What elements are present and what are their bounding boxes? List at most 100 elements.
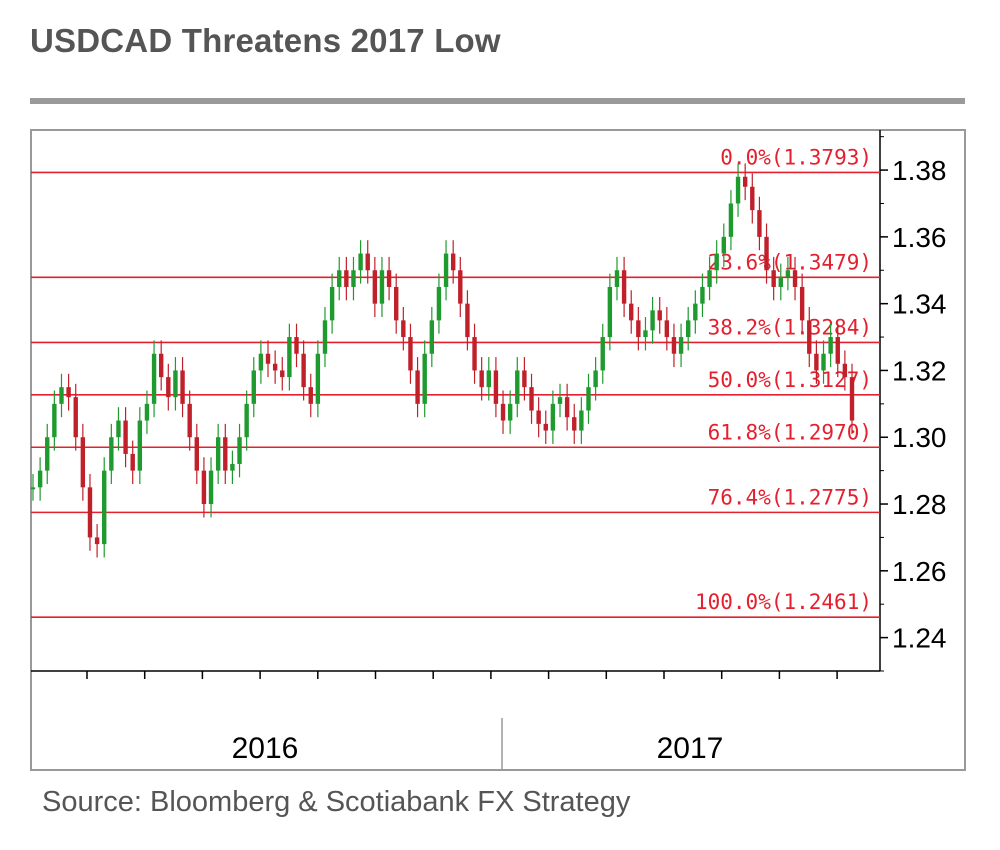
candle-body bbox=[173, 370, 178, 398]
candle-body bbox=[643, 330, 648, 338]
candle-body bbox=[507, 403, 513, 421]
candle-body bbox=[486, 370, 491, 388]
title-divider bbox=[30, 98, 965, 104]
candle-body bbox=[707, 270, 712, 287]
candle-body bbox=[750, 186, 755, 211]
candle-body bbox=[479, 370, 484, 388]
candle-body bbox=[742, 176, 748, 187]
candle-body bbox=[59, 387, 64, 404]
candle-body bbox=[287, 337, 292, 378]
year-label-2016: 2016 bbox=[232, 732, 299, 765]
candle-body bbox=[358, 253, 363, 271]
candle-body bbox=[579, 410, 584, 431]
candle-body bbox=[600, 337, 605, 371]
candle-body bbox=[671, 337, 677, 354]
candle-body bbox=[700, 286, 705, 304]
candle-body bbox=[237, 437, 242, 464]
candle-body bbox=[272, 363, 278, 371]
y-tick-label: 1.38 bbox=[892, 155, 947, 186]
candle-body bbox=[529, 387, 534, 411]
candle-body bbox=[814, 353, 819, 371]
candle-body bbox=[636, 320, 641, 338]
candle-body bbox=[386, 270, 392, 287]
candle-body bbox=[564, 397, 570, 418]
candle-body bbox=[251, 370, 256, 404]
candle-body bbox=[849, 377, 855, 421]
candle-body bbox=[771, 270, 776, 287]
fib-label: 50.0%(1.3127) bbox=[708, 368, 872, 392]
candle-body bbox=[308, 387, 313, 404]
fib-label: 76.4%(1.2775) bbox=[708, 485, 872, 509]
fib-label: 0.0%(1.3793) bbox=[720, 145, 872, 169]
candle-body bbox=[322, 320, 328, 354]
candle-body bbox=[123, 420, 128, 454]
candle-body bbox=[116, 420, 121, 438]
candle-body bbox=[365, 253, 370, 271]
candle-body bbox=[66, 387, 71, 398]
candle-body bbox=[37, 470, 43, 488]
candle-body bbox=[657, 310, 662, 321]
fib-label: 61.8%(1.2970) bbox=[708, 420, 872, 444]
candle-body bbox=[80, 437, 86, 488]
candle-body bbox=[472, 337, 477, 371]
candle-body bbox=[73, 397, 78, 438]
candle-body bbox=[315, 353, 321, 404]
candle-body bbox=[764, 236, 769, 271]
candle-body bbox=[45, 437, 50, 471]
candle-body bbox=[194, 437, 199, 471]
candle-body bbox=[443, 253, 449, 287]
y-tick-label: 1.32 bbox=[892, 355, 947, 386]
candle-body bbox=[821, 353, 826, 371]
fib-levels: 0.0%(1.3793)23.6%(1.3479)38.2%(1.3284)50… bbox=[31, 145, 880, 619]
candle-body bbox=[294, 337, 299, 354]
candle-body bbox=[30, 487, 36, 490]
candle-body bbox=[329, 286, 335, 321]
candle-body bbox=[693, 303, 698, 321]
candle-body bbox=[450, 253, 456, 271]
candle-body bbox=[429, 320, 435, 354]
candle-body bbox=[401, 320, 406, 338]
candle-body bbox=[799, 286, 805, 321]
candle-body bbox=[94, 537, 100, 545]
candle-body bbox=[522, 370, 527, 388]
candle-body bbox=[828, 337, 833, 354]
candle-body bbox=[102, 470, 107, 545]
candle-body bbox=[842, 363, 848, 378]
candle-body bbox=[550, 403, 556, 431]
candle-body bbox=[223, 437, 228, 471]
candle-body bbox=[151, 353, 157, 404]
candle-body bbox=[180, 370, 185, 404]
candle-body bbox=[757, 210, 762, 237]
candle-body bbox=[607, 286, 613, 338]
candle-body bbox=[458, 270, 463, 304]
candle-body bbox=[721, 236, 727, 254]
candle-body bbox=[187, 403, 192, 438]
candle-body bbox=[351, 270, 356, 287]
fib-label: 38.2%(1.3284) bbox=[708, 315, 872, 339]
candle-body bbox=[586, 387, 591, 411]
candle-body bbox=[372, 270, 378, 304]
candle-body bbox=[244, 403, 249, 438]
candle-body bbox=[379, 270, 385, 304]
candle-body bbox=[337, 270, 342, 287]
year-label-2017: 2017 bbox=[657, 732, 724, 765]
candle-body bbox=[714, 253, 719, 271]
candle-body bbox=[500, 403, 506, 421]
candle-body bbox=[735, 176, 741, 204]
candle-body bbox=[280, 370, 285, 378]
candle-body bbox=[230, 463, 235, 471]
candle-body bbox=[394, 286, 399, 321]
candle-body bbox=[415, 370, 420, 404]
candle-body bbox=[543, 423, 548, 431]
y-ticks: 1.24 1.26 1.28 1.30 1.32 1.34 1.36 1.38 bbox=[880, 136, 947, 672]
candle-body bbox=[686, 320, 691, 338]
y-tick-label: 1.30 bbox=[892, 422, 947, 453]
candle-body bbox=[87, 487, 93, 538]
candle-body bbox=[493, 370, 499, 404]
candle-body bbox=[465, 303, 470, 338]
candle-body bbox=[208, 470, 214, 505]
candle-body bbox=[778, 276, 783, 287]
candle-body bbox=[572, 417, 577, 431]
candle-body bbox=[621, 270, 627, 304]
candle-body bbox=[130, 453, 135, 471]
